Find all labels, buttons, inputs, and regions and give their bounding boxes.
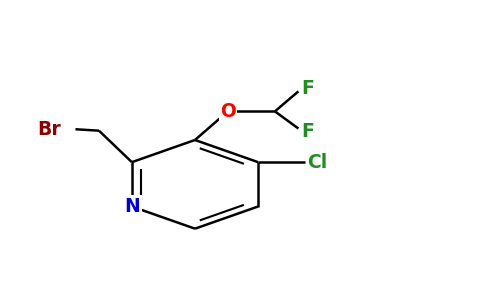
Text: Br: Br — [38, 120, 61, 139]
Text: F: F — [301, 122, 314, 141]
Text: N: N — [124, 197, 140, 216]
Text: O: O — [220, 102, 236, 121]
Text: Cl: Cl — [307, 153, 328, 172]
Text: F: F — [301, 79, 314, 98]
